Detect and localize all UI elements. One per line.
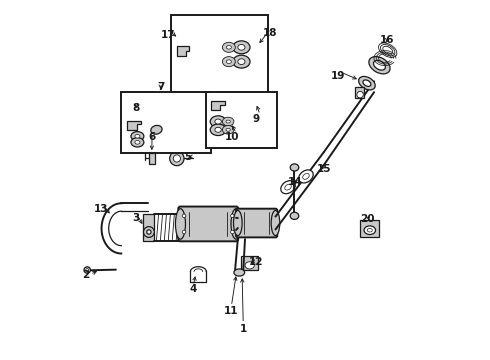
- Bar: [205, 92, 277, 148]
- Ellipse shape: [147, 230, 151, 234]
- Bar: [360, 220, 379, 237]
- Ellipse shape: [364, 226, 375, 234]
- FancyBboxPatch shape: [178, 207, 238, 241]
- Ellipse shape: [222, 126, 234, 134]
- Ellipse shape: [373, 60, 386, 70]
- Text: 14: 14: [288, 177, 302, 187]
- Text: 4: 4: [189, 284, 196, 294]
- Text: 20: 20: [360, 215, 374, 224]
- Ellipse shape: [285, 184, 291, 190]
- Ellipse shape: [245, 262, 254, 269]
- Text: 19: 19: [331, 71, 345, 81]
- Ellipse shape: [231, 214, 234, 218]
- Text: 6: 6: [148, 132, 155, 142]
- Polygon shape: [211, 101, 225, 110]
- Ellipse shape: [231, 209, 241, 239]
- Ellipse shape: [290, 212, 299, 220]
- Bar: [122, 92, 211, 153]
- Bar: [149, 153, 155, 164]
- Ellipse shape: [226, 120, 230, 123]
- Ellipse shape: [281, 181, 295, 194]
- Ellipse shape: [173, 155, 180, 162]
- Ellipse shape: [226, 129, 230, 131]
- Ellipse shape: [222, 42, 235, 52]
- Ellipse shape: [175, 209, 186, 239]
- Ellipse shape: [231, 230, 234, 234]
- Ellipse shape: [368, 228, 372, 232]
- Text: 8: 8: [132, 103, 139, 113]
- Ellipse shape: [86, 269, 89, 271]
- Ellipse shape: [359, 76, 375, 90]
- Text: 3: 3: [132, 213, 139, 222]
- Ellipse shape: [299, 170, 313, 183]
- Text: 10: 10: [225, 132, 240, 142]
- Ellipse shape: [151, 125, 162, 134]
- Ellipse shape: [233, 41, 250, 54]
- Ellipse shape: [170, 151, 184, 166]
- Ellipse shape: [177, 214, 184, 241]
- Ellipse shape: [182, 230, 186, 234]
- Text: 18: 18: [263, 28, 277, 38]
- Ellipse shape: [135, 140, 140, 144]
- Ellipse shape: [369, 57, 390, 74]
- Ellipse shape: [303, 174, 309, 179]
- Ellipse shape: [238, 59, 245, 64]
- Polygon shape: [177, 45, 190, 56]
- Ellipse shape: [238, 44, 245, 50]
- Ellipse shape: [226, 60, 231, 63]
- Bar: [355, 87, 365, 98]
- Ellipse shape: [234, 269, 245, 276]
- Ellipse shape: [131, 138, 144, 147]
- Ellipse shape: [135, 134, 140, 138]
- FancyBboxPatch shape: [236, 209, 277, 237]
- Text: 2: 2: [82, 270, 89, 280]
- Text: 12: 12: [248, 257, 263, 267]
- Ellipse shape: [84, 267, 91, 273]
- Ellipse shape: [234, 211, 242, 235]
- Bar: [172, 15, 269, 94]
- Text: 7: 7: [157, 82, 165, 93]
- Polygon shape: [126, 121, 141, 130]
- Text: 15: 15: [317, 164, 331, 174]
- Text: 16: 16: [379, 35, 394, 45]
- Ellipse shape: [271, 211, 280, 235]
- Ellipse shape: [226, 45, 231, 49]
- Ellipse shape: [215, 119, 221, 124]
- Ellipse shape: [210, 116, 226, 127]
- Ellipse shape: [222, 117, 234, 126]
- Text: 17: 17: [161, 30, 175, 40]
- Bar: [242, 256, 258, 270]
- Text: 13: 13: [94, 204, 109, 214]
- Ellipse shape: [131, 132, 144, 141]
- Text: 5: 5: [184, 152, 191, 162]
- Ellipse shape: [215, 127, 221, 132]
- Text: 9: 9: [252, 114, 259, 124]
- Ellipse shape: [233, 55, 250, 68]
- Ellipse shape: [290, 164, 299, 171]
- Ellipse shape: [357, 91, 364, 98]
- Text: 11: 11: [223, 306, 238, 316]
- Ellipse shape: [182, 214, 186, 218]
- Ellipse shape: [222, 57, 235, 67]
- Ellipse shape: [363, 80, 371, 86]
- Ellipse shape: [144, 226, 154, 237]
- Bar: [143, 214, 153, 241]
- Ellipse shape: [210, 124, 226, 135]
- Text: 1: 1: [240, 324, 247, 334]
